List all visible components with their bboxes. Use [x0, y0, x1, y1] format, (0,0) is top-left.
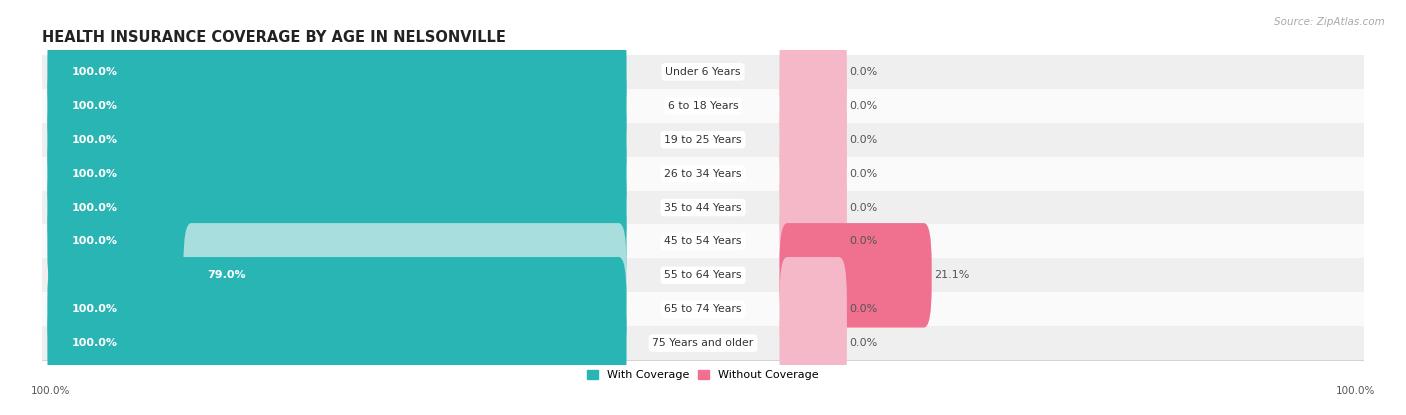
Bar: [42, 123, 1364, 156]
Bar: [42, 292, 1364, 326]
Text: 100.0%: 100.0%: [72, 101, 117, 111]
FancyBboxPatch shape: [48, 20, 627, 124]
Text: 0.0%: 0.0%: [849, 135, 877, 145]
Text: 35 to 44 Years: 35 to 44 Years: [664, 203, 742, 212]
Text: 100.0%: 100.0%: [72, 237, 117, 247]
Legend: With Coverage, Without Coverage: With Coverage, Without Coverage: [582, 366, 824, 385]
FancyBboxPatch shape: [779, 189, 846, 294]
Text: 100.0%: 100.0%: [72, 135, 117, 145]
Text: Source: ZipAtlas.com: Source: ZipAtlas.com: [1274, 17, 1385, 27]
Text: 6 to 18 Years: 6 to 18 Years: [668, 101, 738, 111]
Text: 0.0%: 0.0%: [849, 67, 877, 77]
Bar: [42, 55, 1364, 89]
Bar: [42, 156, 1364, 190]
Text: Under 6 Years: Under 6 Years: [665, 67, 741, 77]
Text: 45 to 54 Years: 45 to 54 Years: [664, 237, 742, 247]
Text: HEALTH INSURANCE COVERAGE BY AGE IN NELSONVILLE: HEALTH INSURANCE COVERAGE BY AGE IN NELS…: [42, 30, 506, 45]
FancyBboxPatch shape: [779, 291, 846, 395]
FancyBboxPatch shape: [48, 155, 627, 260]
Bar: [42, 89, 1364, 123]
Text: 100.0%: 100.0%: [72, 338, 117, 348]
Text: 0.0%: 0.0%: [849, 304, 877, 314]
Text: 100.0%: 100.0%: [72, 168, 117, 178]
Bar: [42, 225, 1364, 259]
Text: 21.1%: 21.1%: [934, 270, 969, 280]
Text: 100.0%: 100.0%: [72, 67, 117, 77]
FancyBboxPatch shape: [48, 121, 627, 226]
Text: 0.0%: 0.0%: [849, 203, 877, 212]
Text: 75 Years and older: 75 Years and older: [652, 338, 754, 348]
Text: 65 to 74 Years: 65 to 74 Years: [664, 304, 742, 314]
Text: 0.0%: 0.0%: [849, 168, 877, 178]
Text: 100.0%: 100.0%: [72, 304, 117, 314]
Text: 26 to 34 Years: 26 to 34 Years: [664, 168, 742, 178]
Text: 0.0%: 0.0%: [849, 237, 877, 247]
FancyBboxPatch shape: [48, 54, 627, 158]
Text: 55 to 64 Years: 55 to 64 Years: [664, 270, 742, 280]
Text: 100.0%: 100.0%: [1336, 386, 1375, 396]
Text: 100.0%: 100.0%: [31, 386, 70, 396]
Bar: [42, 190, 1364, 225]
Bar: [42, 326, 1364, 360]
FancyBboxPatch shape: [779, 54, 846, 158]
FancyBboxPatch shape: [183, 223, 627, 327]
Text: 19 to 25 Years: 19 to 25 Years: [664, 135, 742, 145]
Text: 0.0%: 0.0%: [849, 338, 877, 348]
FancyBboxPatch shape: [779, 88, 846, 192]
Text: 100.0%: 100.0%: [72, 203, 117, 212]
Text: 79.0%: 79.0%: [207, 270, 246, 280]
FancyBboxPatch shape: [779, 223, 932, 327]
FancyBboxPatch shape: [48, 291, 627, 395]
FancyBboxPatch shape: [779, 20, 846, 124]
Text: 0.0%: 0.0%: [849, 101, 877, 111]
FancyBboxPatch shape: [779, 121, 846, 226]
FancyBboxPatch shape: [48, 88, 627, 192]
FancyBboxPatch shape: [779, 257, 846, 361]
FancyBboxPatch shape: [48, 257, 627, 361]
FancyBboxPatch shape: [779, 155, 846, 260]
FancyBboxPatch shape: [48, 189, 627, 294]
Bar: [42, 259, 1364, 292]
